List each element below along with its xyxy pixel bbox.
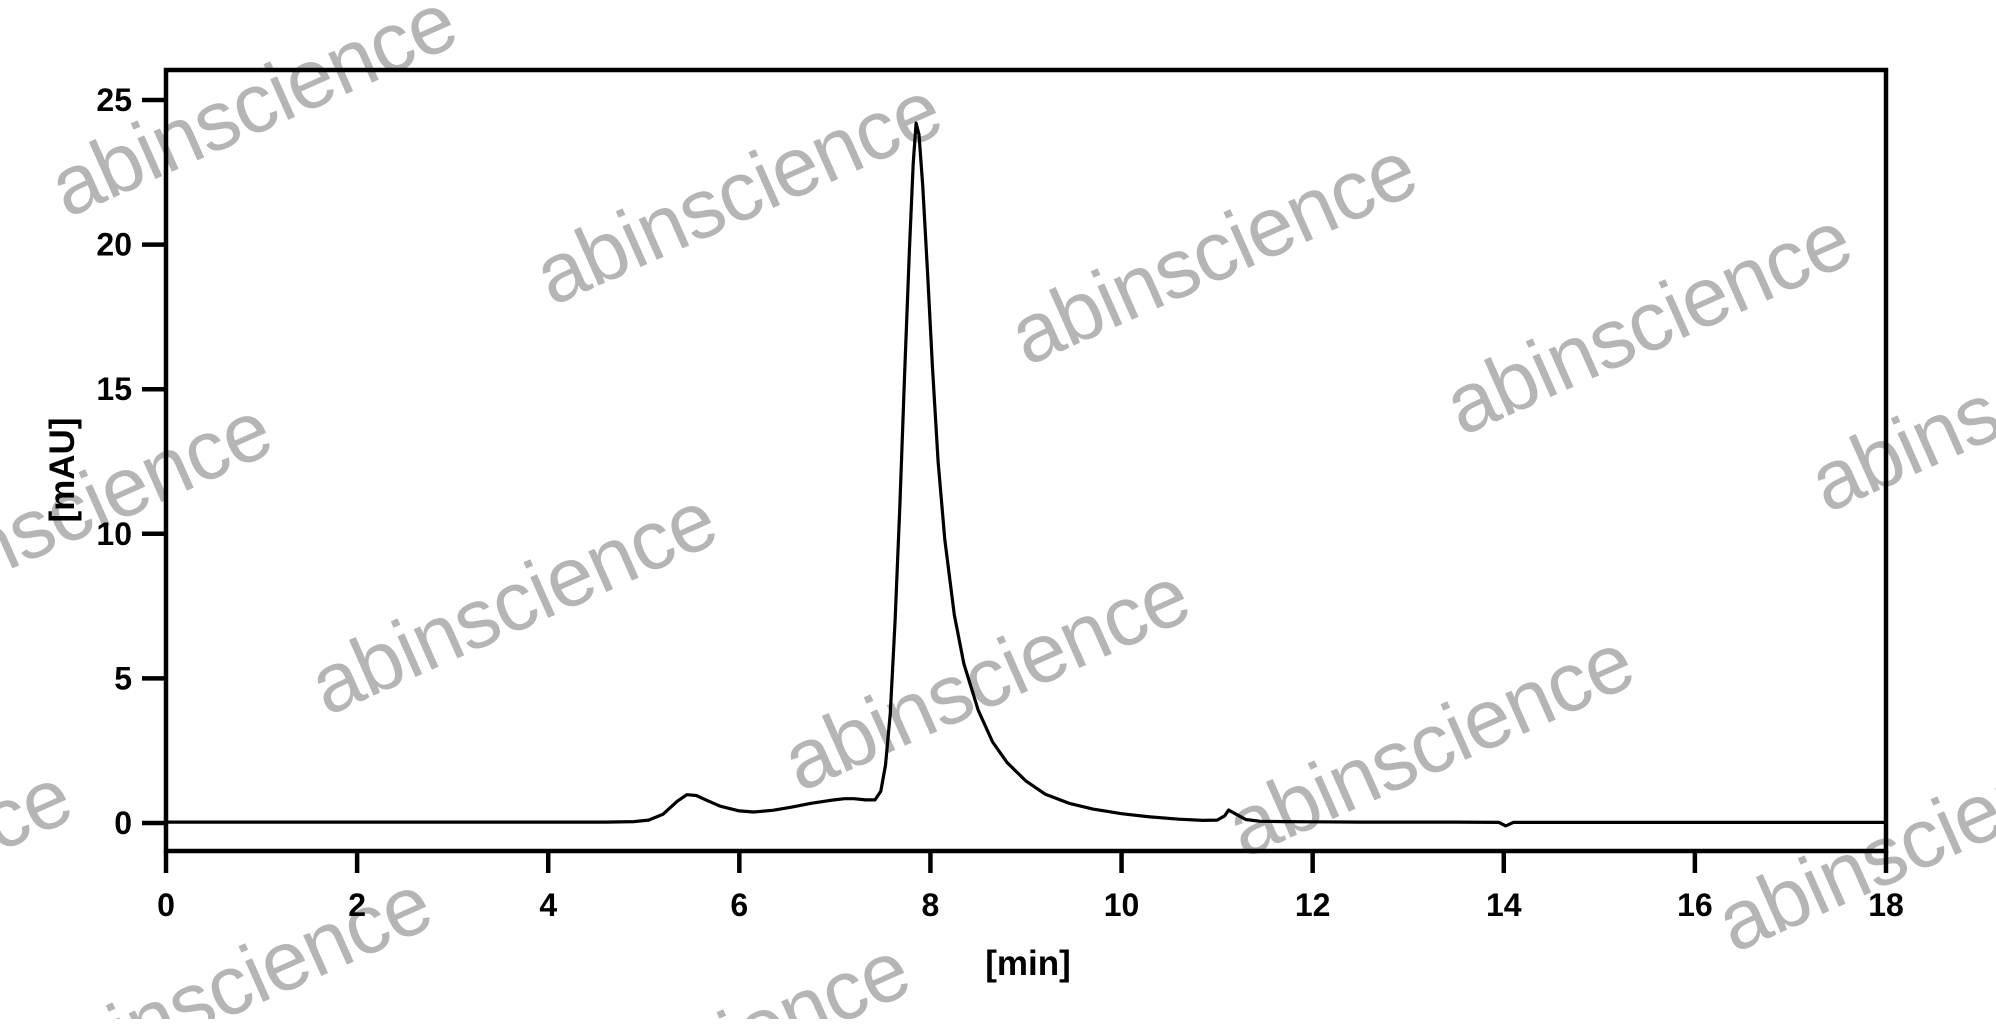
x-tick-label: 4	[539, 887, 557, 923]
chromatogram-trace	[164, 121, 1888, 828]
x-tick-label: 18	[1868, 887, 1904, 923]
x-tick-label: 0	[157, 887, 175, 923]
y-tick-label: 10	[96, 516, 132, 552]
x-tick-label: 16	[1677, 887, 1713, 923]
y-axis-title: [mAU]	[43, 417, 82, 523]
x-tick-label: 6	[730, 887, 748, 923]
x-tick-label: 8	[922, 887, 940, 923]
tick-labels: 0 2 4 6 8 10 12 14 16 18 0 5 10 15 20 25	[96, 82, 1903, 923]
x-axis-title: [min]	[985, 944, 1071, 983]
axis-ticks	[142, 97, 1889, 873]
y-tick-label: 0	[114, 805, 132, 841]
x-tick-label: 2	[348, 887, 366, 923]
y-tick-label: 5	[114, 660, 132, 696]
x-tick-label: 10	[1104, 887, 1140, 923]
y-tick-label: 25	[96, 82, 132, 118]
x-tick-label: 12	[1295, 887, 1331, 923]
plot-frame	[163, 67, 1889, 854]
x-tick-label: 14	[1486, 887, 1522, 923]
y-tick-label: 15	[96, 371, 132, 407]
y-tick-label: 20	[96, 227, 132, 263]
